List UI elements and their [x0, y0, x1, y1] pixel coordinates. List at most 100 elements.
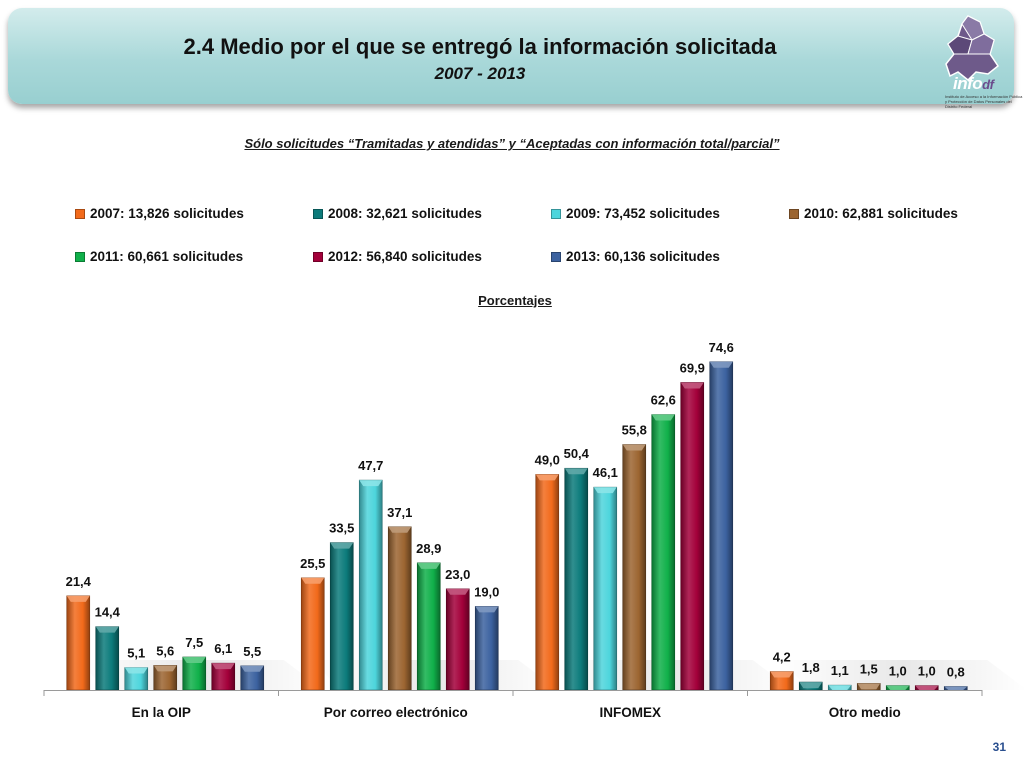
data-label: 33,5 [329, 521, 354, 536]
data-label: 5,5 [243, 644, 261, 659]
bar-cap [446, 588, 470, 595]
header-band [8, 8, 1014, 104]
legend-swatch [313, 251, 323, 262]
legend-label: 2009: 73,452 solicitudes [566, 206, 720, 221]
bar [651, 414, 676, 691]
legend-item: 2007: 13,826 solicitudes [75, 206, 244, 221]
bar [535, 474, 560, 691]
bar-cap [124, 667, 148, 674]
data-label: 0,8 [947, 664, 965, 679]
legend-item: 2012: 56,840 solicitudes [313, 249, 482, 264]
bar-cap [944, 686, 968, 690]
page-title: 2.4 Medio por el que se entregó la infor… [183, 34, 777, 59]
chart-ylabel: Porcentajes [478, 293, 552, 308]
logo-wordmark: infodf [953, 74, 994, 93]
data-label: 74,6 [709, 340, 734, 355]
bar-cap [770, 671, 794, 678]
bar-cap [564, 468, 588, 475]
category-label: En la OIP [132, 705, 191, 720]
bar-cap [857, 683, 881, 690]
data-label: 69,9 [680, 360, 705, 375]
legend-label: 2010: 62,881 solicitudes [804, 206, 958, 221]
bar-cap [182, 657, 206, 663]
legend-label: 2013: 60,136 solicitudes [566, 249, 720, 264]
legend-item: 2013: 60,136 solicitudes [551, 249, 720, 264]
data-label: 28,9 [416, 541, 441, 556]
bar [622, 444, 647, 691]
data-label: 1,8 [802, 660, 820, 675]
legend-swatch [75, 208, 85, 219]
bar-cap [915, 685, 939, 690]
bar-cap [680, 382, 704, 389]
data-label: 50,4 [564, 446, 590, 461]
data-label: 55,8 [622, 422, 647, 437]
bar-cap [593, 487, 617, 494]
bar-cap [330, 542, 354, 549]
legend-swatch [75, 251, 85, 262]
data-label: 37,1 [387, 505, 412, 520]
bar-cap [535, 474, 559, 481]
category-label: Por correo electrónico [324, 705, 468, 720]
data-label: 1,1 [831, 663, 849, 678]
bar [709, 361, 734, 691]
bar [416, 562, 441, 691]
bar-cap [66, 595, 90, 602]
bar [474, 606, 499, 691]
data-label: 1,5 [860, 661, 878, 676]
bar-cap [651, 414, 675, 421]
bar-cluster-shadow [780, 660, 1024, 690]
page-number: 31 [992, 740, 1006, 754]
bar [300, 577, 325, 691]
legend-item: 2008: 32,621 solicitudes [313, 206, 482, 221]
bar [358, 479, 383, 691]
legend-item: 2011: 60,661 solicitudes [75, 249, 243, 264]
legend-swatch [313, 208, 323, 219]
data-label: 6,1 [214, 641, 232, 656]
chart-note: Sólo solicitudes “Tramitadas y atendidas… [244, 136, 780, 151]
bar [564, 467, 589, 691]
legend-item: 2010: 62,881 solicitudes [789, 206, 958, 221]
data-label: 47,7 [358, 458, 383, 473]
bar-cap [153, 665, 177, 672]
bar-cap [211, 663, 235, 670]
bar-cap [828, 685, 852, 690]
legend-label: 2012: 56,840 solicitudes [328, 249, 482, 264]
bar-cap [886, 685, 910, 690]
legend-label: 2008: 32,621 solicitudes [328, 206, 482, 221]
data-label: 23,0 [445, 567, 470, 582]
bar-cap [301, 577, 325, 584]
legend-label: 2011: 60,661 solicitudes [90, 249, 244, 264]
bar-cap [359, 480, 383, 487]
bar [95, 626, 120, 691]
data-label: 19,0 [474, 584, 499, 599]
bar-cap [622, 444, 646, 451]
category-label: INFOMEX [599, 705, 661, 720]
bar [329, 542, 354, 691]
mexico-city-map-icon [945, 15, 1000, 82]
data-label: 7,5 [185, 635, 203, 650]
data-label: 1,0 [918, 664, 936, 679]
bar [66, 595, 91, 691]
data-label: 1,0 [889, 664, 907, 679]
data-label: 62,6 [651, 393, 676, 408]
legend-item: 2009: 73,452 solicitudes [551, 206, 720, 221]
bar-cap [799, 682, 823, 689]
legend-swatch [789, 208, 799, 219]
data-label: 46,1 [593, 465, 618, 480]
bar [680, 382, 705, 691]
legend-swatch [551, 251, 561, 262]
bar [387, 526, 412, 691]
page-subtitle: 2007 - 2013 [434, 64, 526, 83]
bar [445, 588, 470, 691]
bar-cap [240, 665, 264, 672]
data-label: 14,4 [95, 605, 121, 620]
legend-label: 2007: 13,826 solicitudes [90, 206, 244, 221]
legend-swatch [551, 208, 561, 219]
data-label: 4,2 [773, 650, 791, 665]
bar-cap [95, 626, 119, 633]
data-label: 5,1 [127, 646, 145, 661]
data-label: 5,6 [156, 643, 174, 658]
bar-cap [475, 606, 499, 613]
bar-cap [709, 361, 733, 368]
